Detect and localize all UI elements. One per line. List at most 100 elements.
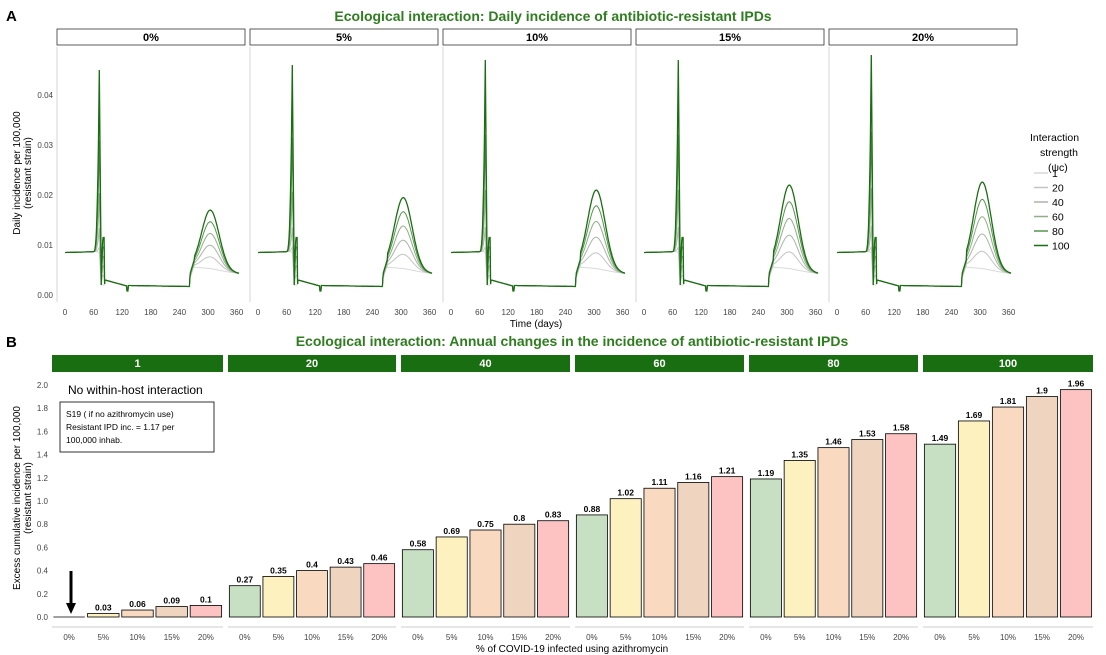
bar [537,520,570,618]
bar [575,514,608,618]
x-tick-label: 240 [559,308,573,317]
facet-strip-label: 20 [306,358,318,370]
series-line-60 [451,189,626,292]
panel-a-plots: 0 60 120 180 240 300 360 0 60 120 180 240 300 360 0 60 1… [56,47,1016,317]
annotation-box [59,401,215,453]
legend-label-20: 20 [1052,183,1064,195]
bar-value-label: 1.35 [791,449,808,459]
series-line-80 [258,137,433,292]
facet-strip-label: 5% [336,32,352,44]
x-tick-label: 5% [968,633,980,642]
facet-strip-1 [249,28,439,46]
legend-label-1: 1 [1052,168,1058,180]
bar-value-label: 1.49 [932,433,949,443]
y-tick-label: 0.04 [37,91,53,100]
bar [121,609,154,618]
arrow-annotation [66,571,76,614]
bar-value-label: 1.69 [966,410,983,420]
x-tick-label: 360 [1002,308,1016,317]
x-tick-label: 120 [888,308,902,317]
bar [749,478,782,618]
panel-b-facet-strips: 1 20 40 60 80 100 [52,355,1093,372]
facet-strip-label: 20% [912,32,934,44]
x-tick-label: 15% [1034,633,1050,642]
x-tick-label: 180 [144,308,158,317]
panel-a-y-axis: 0.00 0.01 0.02 0.03 0.04 [37,91,53,300]
bar-value-label: 0.69 [443,526,460,536]
bar [643,487,676,618]
x-tick-label: 20% [198,633,214,642]
bar-value-label: 0.75 [477,519,494,529]
bar-value-label: 1.16 [685,471,702,481]
bar [711,476,744,618]
bar-value-label: 0.58 [410,539,427,549]
x-tick-label: 180 [916,308,930,317]
panel-a-xlabel: Time (days) [510,319,562,330]
annotation-line3: 100,000 inhab. [66,435,122,445]
series-line-1 [644,251,819,292]
series-line-80 [837,131,1012,292]
series-line-40 [451,226,626,292]
facet-strip-label: 100 [999,358,1017,370]
series-line-1 [837,251,1012,292]
bar-value-label: 0.03 [95,603,112,613]
panel-a-ylabel-line2: (resistant strain) [23,137,34,209]
series-line-40 [258,227,433,292]
series-line-1 [451,251,626,292]
bar-value-label: 1.9 [1036,386,1048,396]
bar-value-label: 0.35 [270,565,287,575]
bar [923,443,957,618]
series-line-80 [451,134,626,292]
panel-a-ylabel-line1: Daily incidence per 100,000 [12,111,23,235]
x-tick-label: 180 [337,308,351,317]
x-tick-label: 15% [164,633,180,642]
x-tick-label: 10% [825,633,841,642]
x-tick-label: 300 [780,308,794,317]
x-tick-label: 240 [173,308,187,317]
x-tick-label: 10% [477,633,493,642]
facet-strip-label: 80 [827,358,839,370]
x-tick-label: 15% [859,633,875,642]
bar [401,549,434,618]
x-tick-label: 360 [809,308,823,317]
bar-value-label: 0.83 [545,510,562,520]
series-line-80 [644,134,819,292]
bar-value-label: 0.1 [200,594,212,604]
y-tick-label: 0.00 [37,291,53,300]
panel-b-xlabel: % of COVID-19 infected using azithromyci… [476,644,668,655]
y-tick-label: 1.6 [37,427,49,436]
facet-strip-label: 40 [479,358,491,370]
bar-value-label: 1.21 [719,466,736,476]
legend-title-line2: strength [1040,147,1078,159]
x-tick-label: 15% [511,633,527,642]
x-tick-label: 5% [446,633,458,642]
y-tick-label: 0.01 [37,241,53,250]
x-tick-label: 240 [752,308,766,317]
x-tick-label: 20% [893,633,909,642]
legend-label-40: 40 [1052,197,1064,209]
facet-strip-0 [56,28,246,46]
y-tick-label: 1.4 [37,451,49,460]
x-tick-label: 5% [273,633,285,642]
facet-strip-3 [575,355,744,372]
x-tick-label: 240 [945,308,959,317]
x-tick-label: 0% [239,633,251,642]
x-tick-label: 0% [760,633,772,642]
y-tick-label: 0.03 [37,141,53,150]
facet-strip-3 [635,28,825,46]
bar-value-label: 1.02 [617,488,634,498]
bar [155,606,188,618]
x-tick-label: 5% [620,633,632,642]
bar-value-label: 0.09 [163,596,180,606]
facet-strip-5 [923,355,1093,372]
x-tick-label: 240 [366,308,380,317]
x-tick-label: 300 [201,308,215,317]
x-tick-label: 300 [973,308,987,317]
series-line-100 [837,54,1012,292]
y-tick-label: 0.4 [37,567,49,576]
y-tick-label: 1.2 [37,474,49,483]
x-tick-label: 120 [309,308,323,317]
x-tick-label: 0% [412,633,424,642]
series-line-80 [65,140,240,292]
bar [783,459,816,618]
